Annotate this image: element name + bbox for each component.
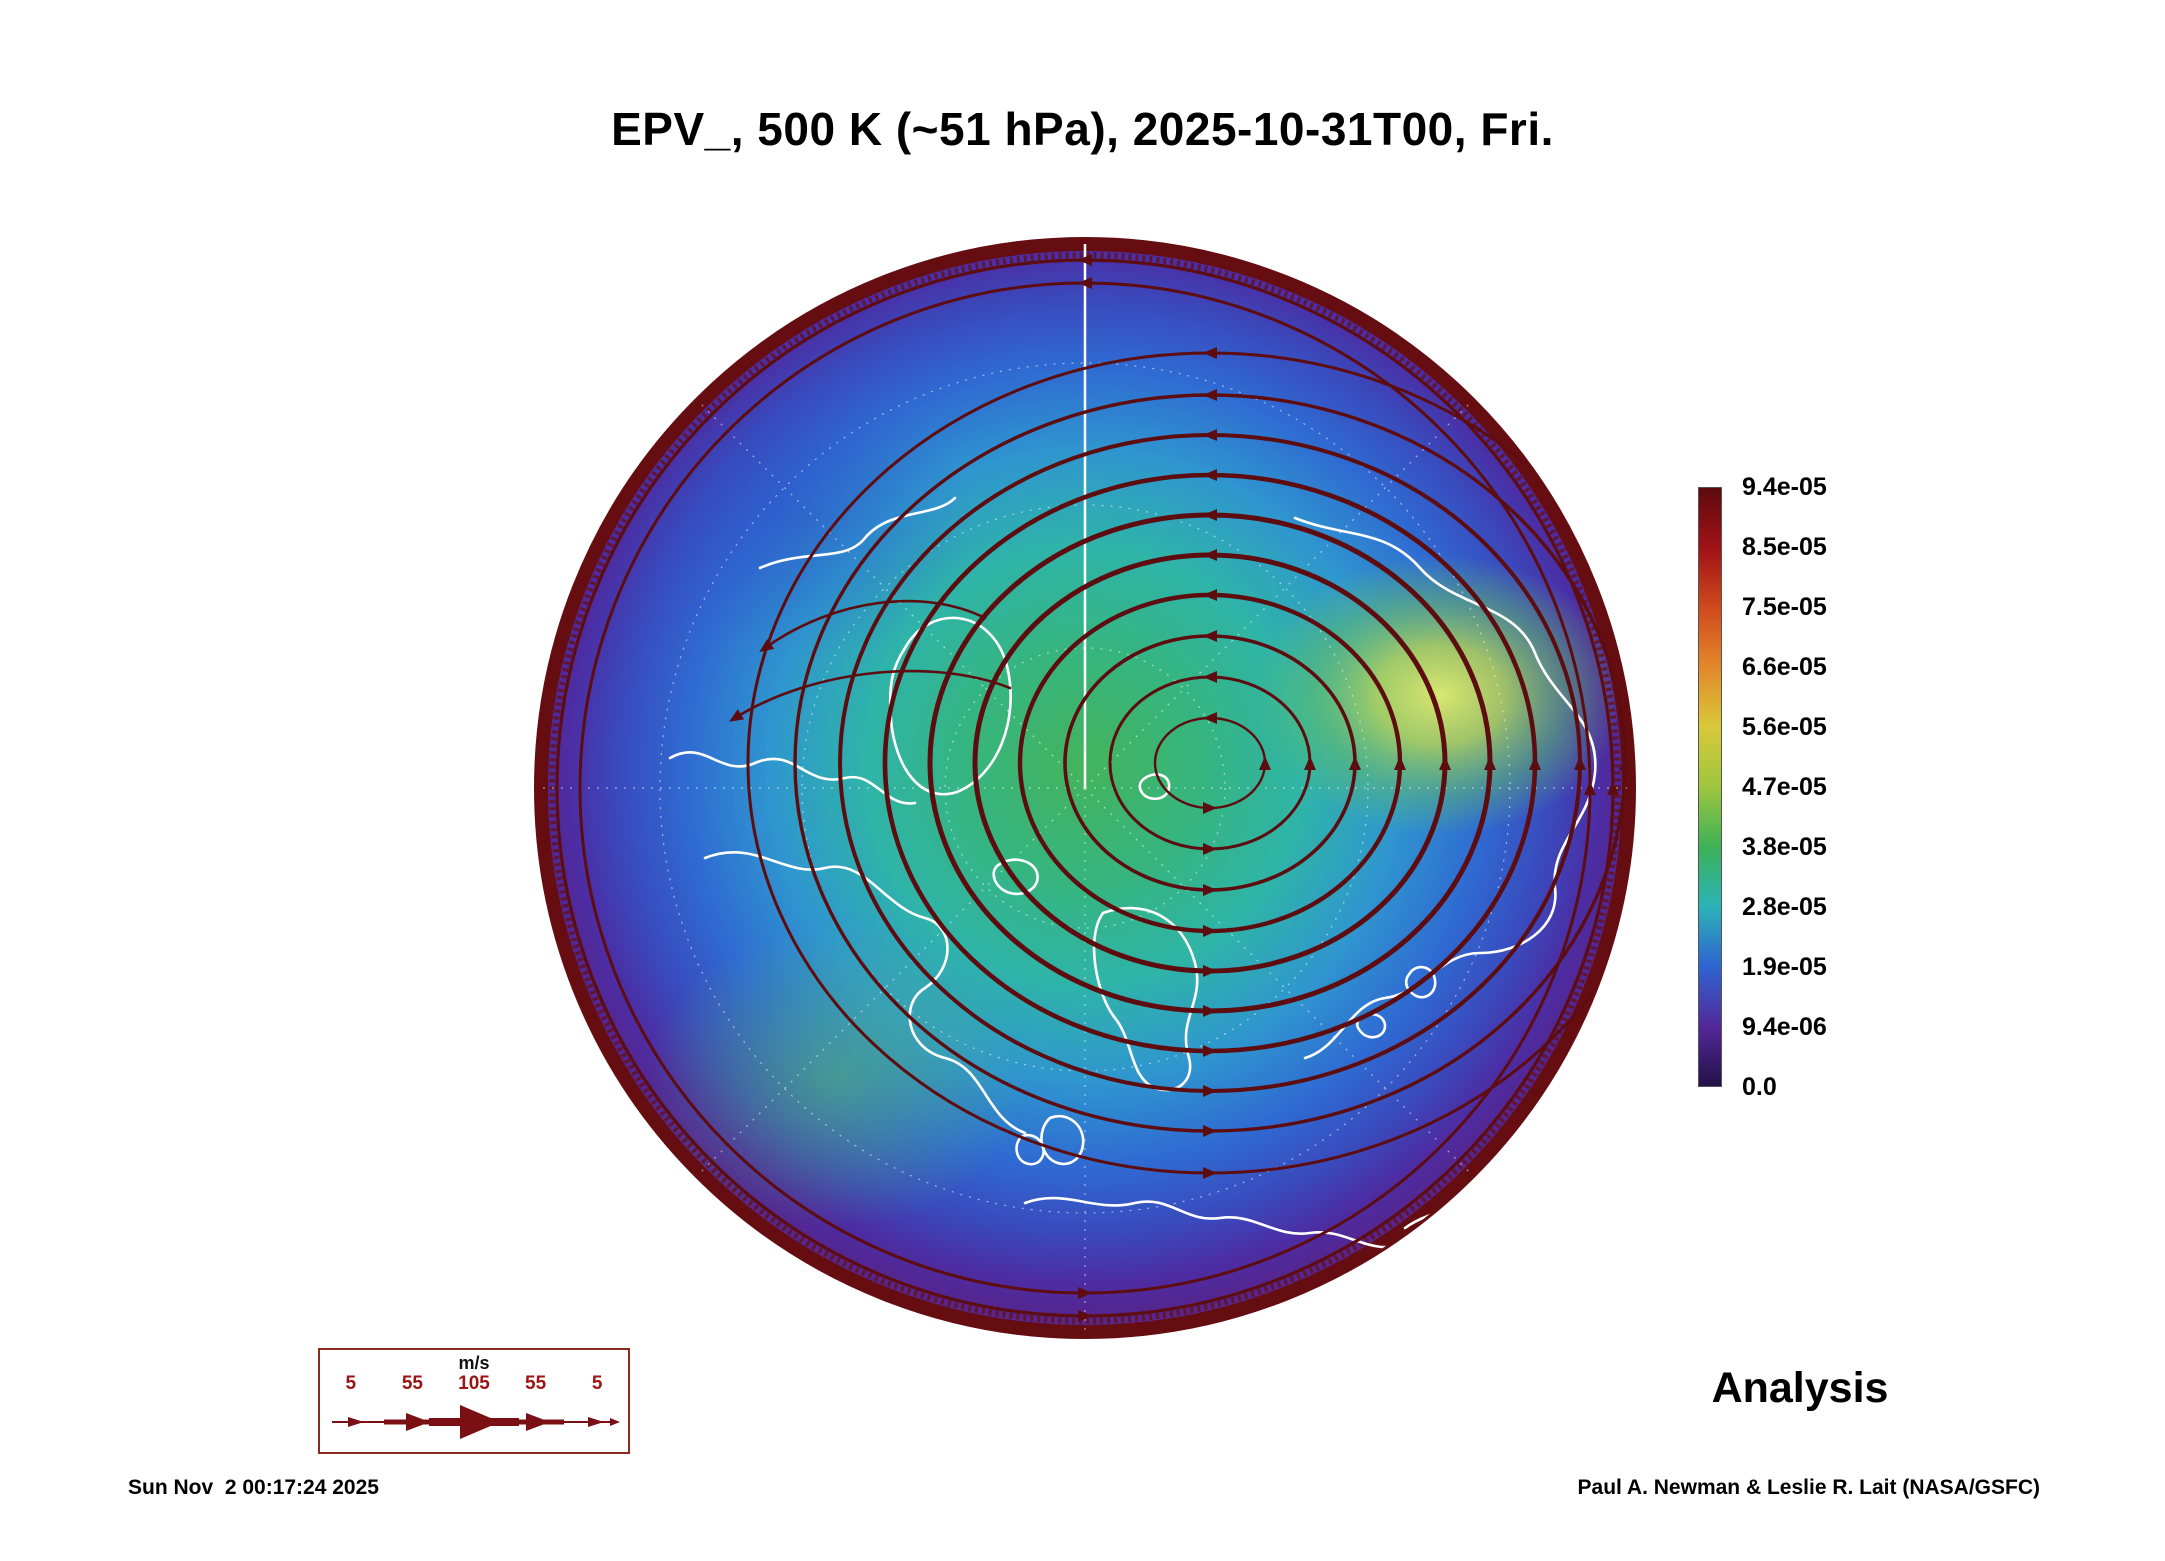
wind-speed-value: 5: [345, 1373, 357, 1394]
colorbar-gradient: [1698, 487, 1722, 1087]
colorbar-tick: 6.6e-05: [1742, 653, 1827, 681]
wind-speed-legend: m/s 5 55 105 55 5: [318, 1348, 630, 1454]
analysis-label: Analysis: [1711, 1364, 1889, 1412]
wind-speed-value: 5: [591, 1373, 603, 1394]
colorbar-tick: 5.6e-05: [1742, 713, 1827, 741]
plot-title: EPV_, 500 K (~51 hPa), 2025-10-31T00, Fr…: [611, 103, 1554, 155]
wind-unit-label: m/s: [458, 1353, 490, 1373]
wind-streamlines: [555, 254, 1633, 1322]
colorbar-tick: 2.8e-05: [1742, 893, 1827, 921]
epv-secondary-green-blob: [645, 928, 1025, 1228]
wind-speed-value: 55: [525, 1373, 547, 1394]
wind-speed-values: 5 55 105 55 5: [320, 1373, 628, 1395]
colorbar-tick: 9.4e-06: [1742, 1013, 1827, 1041]
epv-maximum-blob: [1255, 555, 1625, 835]
wind-arrow-scale-icon: [332, 1405, 620, 1439]
colorbar-tick: 3.8e-05: [1742, 833, 1827, 861]
colorbar-tick: 4.7e-05: [1742, 773, 1827, 801]
wind-speed-value: 105: [458, 1373, 490, 1394]
colorbar-tick-labels: 9.4e-05 8.5e-05 7.5e-05 6.6e-05 5.6e-05 …: [1742, 474, 1872, 1100]
wind-speed-value: 55: [401, 1373, 423, 1394]
epv-low-blue-blob: [615, 378, 975, 658]
polar-map: [534, 237, 1636, 1339]
colorbar-tick: 1.9e-05: [1742, 953, 1827, 981]
colorbar-tick: 8.5e-05: [1742, 533, 1827, 561]
credit-line: Paul A. Newman & Leslie R. Lait (NASA/GS…: [1577, 1476, 2040, 1499]
colorbar-tick: 0.0: [1742, 1073, 1777, 1101]
colorbar-tick: 9.4e-05: [1742, 473, 1827, 501]
generation-timestamp: Sun Nov 2 00:17:24 2025: [128, 1476, 379, 1499]
colorbar-tick: 7.5e-05: [1742, 593, 1827, 621]
